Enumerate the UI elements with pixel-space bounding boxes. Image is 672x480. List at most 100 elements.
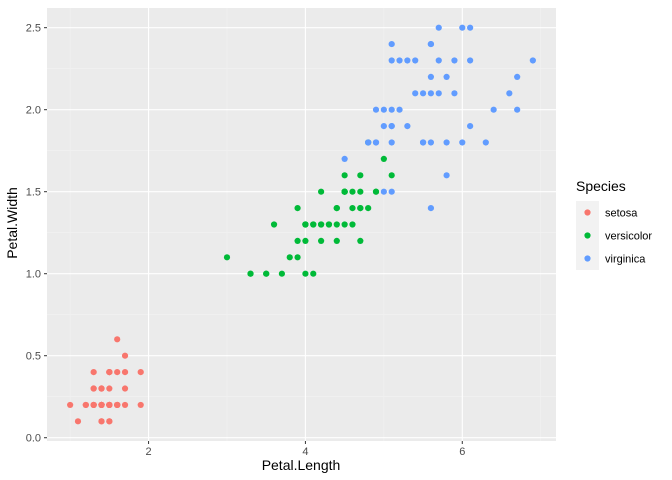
point-virginica: [396, 106, 403, 113]
point-setosa: [98, 401, 105, 409]
legend-marker-virginica: [584, 255, 591, 262]
point-versicolor: [318, 221, 325, 228]
point-versicolor: [388, 172, 395, 179]
point-setosa: [121, 385, 129, 392]
point-versicolor: [302, 237, 309, 245]
point-versicolor: [223, 254, 231, 261]
point-virginica: [388, 57, 395, 64]
point-setosa: [121, 369, 129, 376]
point-versicolor: [318, 188, 325, 195]
point-versicolor: [333, 237, 340, 245]
point-versicolor: [294, 254, 301, 261]
point-virginica: [388, 139, 395, 146]
x-tick-label: 6: [459, 446, 465, 458]
point-versicolor: [349, 221, 356, 228]
point-virginica: [380, 122, 387, 130]
point-virginica: [443, 172, 450, 179]
point-setosa: [74, 418, 82, 425]
x-axis-title: Petal.Length: [262, 457, 341, 473]
point-versicolor: [325, 221, 333, 228]
point-versicolor: [372, 188, 380, 195]
point-setosa: [90, 401, 97, 409]
legend-marker-setosa: [584, 209, 591, 216]
y-axis-ticks: 0.0 0.5 1.0 1.5 2.0 2.5: [26, 23, 47, 445]
point-versicolor: [357, 188, 364, 195]
y-tick-label: 1.5: [26, 187, 41, 199]
point-virginica: [412, 57, 419, 64]
y-tick-label: 1.0: [26, 269, 41, 281]
point-versicolor: [341, 188, 348, 195]
point-virginica: [467, 24, 474, 31]
point-versicolor: [357, 204, 364, 212]
legend: Species setosa versicolor virginica: [576, 178, 652, 270]
y-axis-title: Petal.Width: [4, 187, 20, 259]
y-tick-label: 0.5: [26, 351, 41, 363]
point-virginica: [467, 57, 474, 64]
point-versicolor: [310, 221, 317, 228]
point-virginica: [451, 57, 458, 64]
point-versicolor: [294, 204, 301, 212]
legend-label-setosa: setosa: [605, 208, 638, 220]
point-virginica: [443, 139, 450, 146]
x-axis-ticks: 2 4 6: [146, 441, 465, 458]
point-setosa: [106, 418, 113, 425]
legend-title: Species: [576, 178, 626, 194]
point-virginica: [451, 90, 458, 97]
point-setosa: [137, 401, 144, 409]
point-virginica: [506, 90, 513, 97]
point-virginica: [435, 90, 442, 97]
point-virginica: [529, 57, 536, 64]
panel-background: [47, 8, 556, 441]
point-setosa: [106, 385, 113, 392]
data-points: [67, 24, 536, 425]
point-virginica: [388, 122, 395, 130]
y-tick-label: 2.0: [26, 105, 41, 117]
point-versicolor: [333, 221, 340, 228]
point-setosa: [98, 418, 105, 425]
point-virginica: [514, 73, 521, 80]
point-virginica: [467, 122, 474, 130]
point-setosa: [106, 401, 113, 409]
point-virginica: [380, 188, 387, 195]
point-versicolor: [286, 254, 293, 261]
point-versicolor: [349, 188, 356, 195]
point-virginica: [443, 73, 450, 80]
point-versicolor: [247, 270, 254, 277]
point-versicolor: [302, 270, 309, 277]
x-tick-label: 4: [302, 446, 308, 458]
point-virginica: [427, 90, 435, 97]
point-versicolor: [380, 155, 387, 162]
point-setosa: [114, 336, 121, 343]
point-versicolor: [310, 270, 317, 277]
point-versicolor: [294, 237, 301, 245]
point-versicolor: [349, 204, 356, 212]
point-setosa: [121, 401, 129, 409]
legend-marker-versicolor: [584, 232, 591, 239]
point-virginica: [388, 106, 395, 113]
point-versicolor: [263, 270, 270, 277]
point-virginica: [404, 122, 411, 130]
point-virginica: [427, 40, 435, 48]
y-tick-label: 2.5: [26, 23, 41, 35]
point-virginica: [412, 90, 419, 97]
point-virginica: [427, 204, 435, 212]
point-virginica: [388, 40, 395, 48]
point-versicolor: [365, 204, 372, 212]
point-virginica: [514, 106, 521, 113]
point-setosa: [82, 401, 89, 409]
point-virginica: [427, 73, 435, 80]
point-virginica: [419, 139, 427, 146]
point-virginica: [427, 139, 435, 146]
point-virginica: [365, 139, 372, 146]
point-virginica: [482, 139, 489, 146]
point-virginica: [388, 188, 395, 195]
point-virginica: [372, 106, 380, 113]
point-virginica: [396, 57, 403, 64]
y-tick-label: 0.0: [26, 433, 41, 445]
point-setosa: [114, 401, 121, 409]
legend-label-virginica: virginica: [605, 254, 646, 266]
point-virginica: [419, 90, 427, 97]
point-virginica: [341, 155, 348, 162]
point-setosa: [106, 369, 113, 376]
